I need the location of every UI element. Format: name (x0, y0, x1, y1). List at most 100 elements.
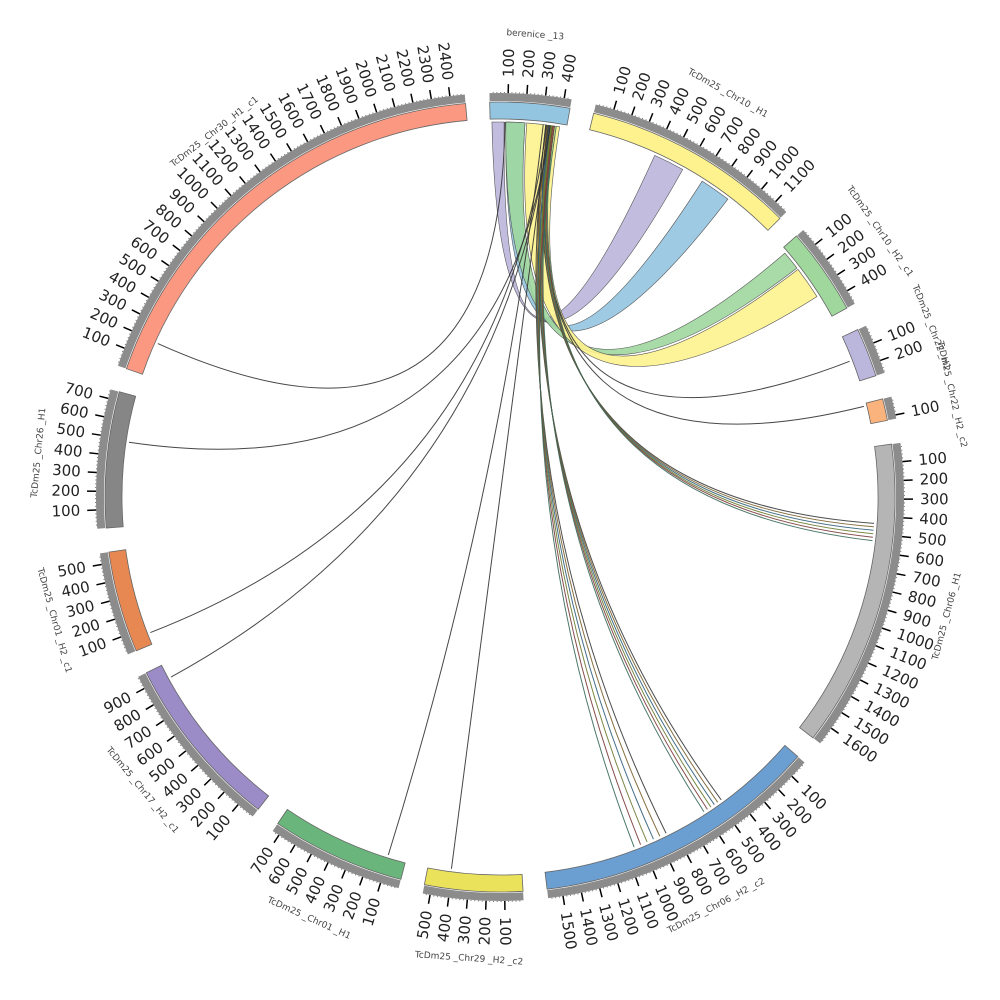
minor-tick (832, 267, 835, 269)
link-tcdm25-chr10-h1-ribbon (491, 121, 684, 323)
minor-tick (153, 286, 155, 289)
ideogram-tcdm25-chr17-h2-c1 (145, 664, 270, 810)
link-tcdm25-chr17-h2-c1-line (170, 125, 551, 678)
major-tick (544, 86, 548, 96)
minor-tick (205, 218, 208, 220)
major-tick (184, 229, 193, 237)
major-tick (746, 169, 754, 178)
major-tick (875, 645, 885, 650)
minor-tick (786, 781, 788, 783)
minor-tick (194, 762, 196, 764)
minor-tick (700, 847, 702, 849)
minor-tick (849, 292, 851, 295)
minor-tick (718, 156, 721, 159)
major-tick (580, 892, 585, 902)
minor-tick (235, 189, 238, 191)
tick-label: 100 (918, 449, 948, 469)
tick-band (883, 396, 897, 421)
link-tcdm25-chr06-h2-c2-line (536, 125, 661, 837)
minor-tick (180, 744, 182, 747)
minor-tick (743, 173, 745, 176)
ideogram-tcdm25-chr26-h1 (104, 391, 137, 529)
minor-tick (220, 789, 222, 791)
minor-tick (182, 747, 184, 750)
tick-label: 100 (500, 48, 519, 77)
minor-tick (175, 738, 177, 741)
minor-tick (817, 246, 819, 248)
minor-tick (737, 822, 740, 825)
minor-tick (241, 184, 243, 187)
minor-tick (728, 829, 731, 831)
tick-label: 100 (909, 397, 941, 420)
segment-tcdm25-chr30-h1-c1: 1002003004005006007008009001000110012001… (80, 41, 468, 375)
tick-band (593, 104, 787, 218)
major-tick (563, 89, 567, 99)
tick-label: 300 (455, 915, 475, 945)
minor-tick (805, 231, 807, 234)
major-tick (135, 687, 145, 694)
major-tick (410, 93, 414, 103)
minor-tick (284, 838, 286, 841)
minor-tick (828, 730, 831, 733)
minor-tick (187, 753, 189, 755)
minor-tick (166, 726, 169, 728)
minor-tick (839, 276, 841, 279)
major-tick (613, 100, 618, 110)
link-tcdm25-chr06-h2-c2-line (535, 124, 667, 834)
minor-tick (168, 729, 171, 731)
major-tick (89, 452, 99, 455)
tick-label: 200 (475, 916, 494, 945)
tick-label: 400 (53, 440, 83, 461)
link-tcdm25-chr30-h1-c1-line (157, 122, 506, 389)
link-tcdm25-chr10-h2-c1-ribbon (524, 122, 818, 367)
major-tick (447, 87, 451, 97)
minor-tick (783, 208, 785, 210)
tick-label: 300 (920, 490, 949, 508)
minor-tick (702, 146, 705, 149)
major-tick (648, 113, 654, 122)
ideogram-tcdm25-chr06-h2-c2 (544, 744, 799, 890)
major-tick (899, 554, 909, 558)
major-tick (686, 854, 693, 864)
minor-tick (172, 258, 174, 260)
tick-label: 400 (558, 53, 580, 84)
major-tick (764, 801, 772, 810)
tick-band (813, 442, 905, 744)
minor-tick (706, 148, 708, 151)
tick-band (99, 552, 136, 655)
major-tick (682, 128, 689, 138)
ideogram-tcdm25-chr01-h2-c1 (108, 549, 153, 652)
minor-tick (833, 724, 835, 727)
tick-label: 700 (911, 568, 943, 591)
segment-name: TcDm25 _Chr22 _H2 _c2 (934, 340, 968, 449)
major-tick (719, 835, 726, 845)
major-tick (203, 778, 212, 786)
major-tick (190, 764, 199, 772)
minor-tick (193, 232, 195, 234)
major-tick (140, 292, 150, 299)
major-tick (96, 582, 106, 586)
minor-tick (734, 167, 736, 169)
major-tick (887, 609, 897, 614)
minor-tick (253, 175, 255, 177)
minor-tick (743, 818, 746, 820)
minor-tick (826, 733, 829, 736)
minor-tick (769, 796, 772, 799)
minor-tick (783, 784, 786, 786)
major-tick (217, 791, 225, 800)
tick-label: 600 (59, 399, 91, 422)
minor-tick (821, 252, 824, 254)
link-tcdm25-chr06-h2-c2-line (537, 125, 648, 843)
segment-tcdm25-chr10-h1: 10020030040050060070080090010001100TcDm2… (589, 64, 819, 231)
major-tick (341, 869, 346, 879)
major-tick (873, 338, 883, 344)
minor-tick (208, 215, 210, 217)
segment-name: TcDm25 _Chr29 _H2 _c2 (414, 950, 524, 967)
major-tick (896, 573, 906, 577)
minor-tick (181, 246, 183, 248)
